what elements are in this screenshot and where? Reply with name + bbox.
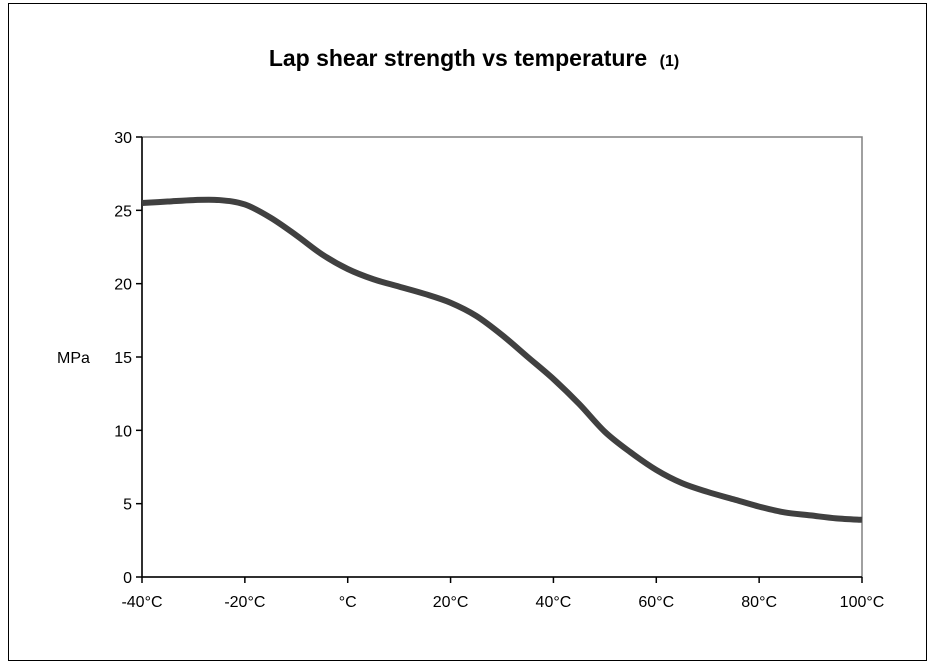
x-tick-label: -40°C	[121, 594, 162, 611]
x-tick-label: 80°C	[741, 594, 777, 611]
x-tick-label: 60°C	[638, 594, 674, 611]
series-layer	[141, 196, 863, 523]
y-tick-label: 10	[114, 423, 132, 440]
y-tick-label: 15	[114, 350, 132, 367]
x-tick-label: 40°C	[536, 594, 572, 611]
y-tick-label: 30	[114, 130, 132, 147]
plot-area	[141, 136, 863, 578]
y-tick-label: 25	[114, 203, 132, 220]
chart-title-text: Lap shear strength vs temperature	[269, 45, 647, 71]
x-tick-label: °C	[339, 594, 357, 611]
chart-title: Lap shear strength vs temperature (1)	[269, 45, 679, 71]
x-tick-label: -20°C	[224, 594, 265, 611]
y-tick-label: 5	[123, 497, 132, 514]
x-tick-label: 100°C	[840, 594, 885, 611]
series-line	[141, 196, 863, 523]
y-tick-label: 0	[123, 570, 132, 587]
axes: 0 5 10 15 20 25 30 -40°C -20°C °C 20°C 40°C 60°C 80°C…	[114, 130, 884, 611]
y-axis-label: MPa	[57, 350, 90, 367]
chart-title-note: (1)	[660, 53, 680, 70]
x-tick-label: 20°C	[433, 594, 469, 611]
y-tick-label: 20	[114, 277, 132, 294]
